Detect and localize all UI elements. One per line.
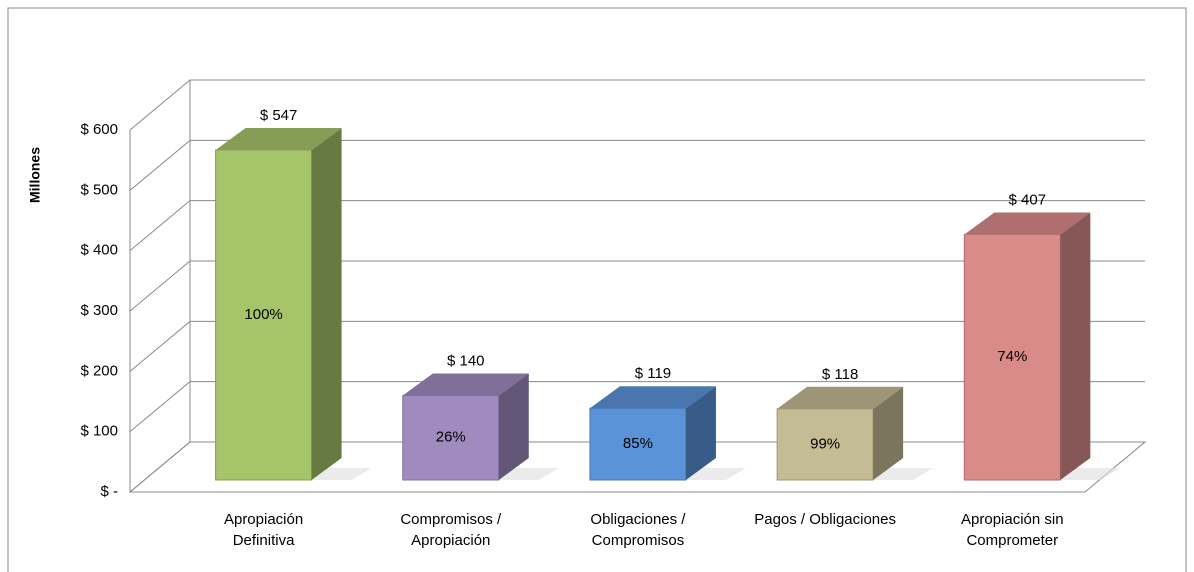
value-label: $ 118 [822,366,858,383]
bar [215,149,313,481]
y-tick-label: $ 200 [80,362,118,379]
bar-side [1060,212,1091,480]
y-tick-label: $ 600 [80,121,118,138]
x-tick-label: Obligaciones / Compromisos [590,511,686,549]
x-tick-label: Compromisos / Apropiación [400,511,502,549]
y-tick-label: $ 100 [80,423,118,440]
y-axis-label: Millones [27,147,43,203]
y-tick-label: $ 500 [80,181,118,198]
bar-side [311,128,342,480]
grid-line [129,381,1145,433]
x-tick-label: Apropiación Definitiva [223,511,304,549]
percent-label: 100% [244,306,282,323]
grid-line [129,139,1145,191]
bar-side [498,373,529,480]
percent-label: 26% [436,429,466,446]
grid-line [129,320,1145,372]
percent-label: 85% [623,435,653,452]
x-tick-label: Apropiación sin Comprometer [961,511,1064,549]
grid-line [129,79,1145,131]
y-tick-label: $ 300 [80,302,118,319]
value-label: $ 119 [635,365,671,382]
grid-line [129,200,1145,252]
bar-side [685,386,716,480]
y-tick-label: $ 400 [80,242,118,259]
grid-line [129,260,1145,312]
x-tick-label: Pagos / Obligaciones [754,511,896,528]
value-label: $ 407 [1009,191,1047,208]
bar-top [215,128,342,150]
bar [963,233,1061,481]
y-tick-label: $ - [100,483,118,500]
percent-label: 99% [810,435,840,452]
bar-top [402,373,529,396]
bar [776,408,874,481]
value-label: $ 140 [447,353,485,370]
bar-top [777,386,904,409]
bar-top [964,212,1091,235]
bar-top [589,386,716,409]
bar-side [873,386,904,480]
value-label: $ 547 [260,107,298,124]
percent-label: 74% [997,348,1027,365]
